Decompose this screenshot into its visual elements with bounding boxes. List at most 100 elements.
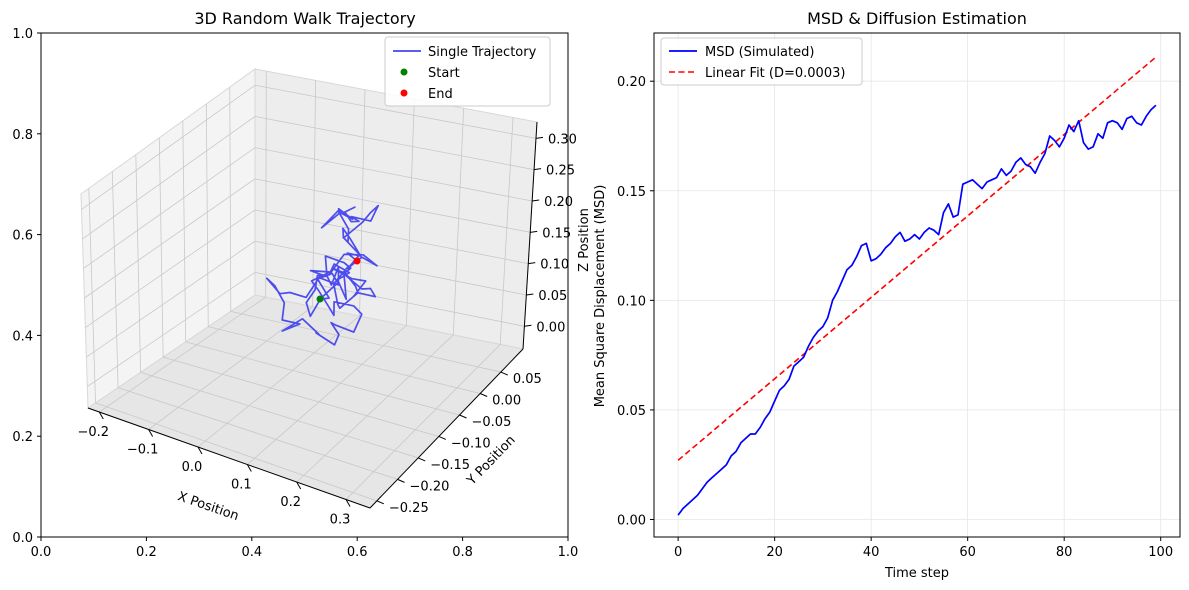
grid-line-3d bbox=[312, 80, 317, 307]
grid-line-3d bbox=[148, 306, 313, 430]
x-axis-3d bbox=[87, 407, 371, 509]
z-axis-3d bbox=[522, 121, 538, 350]
z-tick-label-3d: 0.25 bbox=[546, 164, 575, 179]
grid-line-3d bbox=[296, 334, 454, 483]
grid-line-3d bbox=[83, 147, 256, 269]
end-point bbox=[353, 257, 361, 265]
x-tick-label-3d: 0.1 bbox=[231, 478, 252, 493]
y-tick-3d bbox=[376, 500, 385, 505]
z-tick-3d bbox=[528, 262, 536, 265]
grid-line-3d bbox=[254, 240, 527, 296]
grid-line-3d bbox=[81, 84, 256, 210]
z-tick-label-3d: 0.20 bbox=[544, 195, 573, 210]
z-tick-3d bbox=[526, 293, 534, 296]
x-tick-3d bbox=[148, 429, 154, 437]
grid-line-3d bbox=[182, 120, 187, 342]
grid-line-3d bbox=[254, 209, 529, 265]
grid-line-3d bbox=[254, 178, 531, 233]
z-tick-label-3d: 0.30 bbox=[548, 132, 577, 147]
3d-axis-ticks: −0.2 −0.1 0.0 0.1 0.2 0.3 −0.25 −0.20 −0.15 −0.10… bbox=[77, 132, 576, 527]
x-tick-3d bbox=[98, 411, 104, 420]
grid-line-3d bbox=[86, 240, 256, 358]
left-panel: 3D Random Walk Trajectory 0.0 0.2 0.4 0.6 0.… bbox=[12, 9, 592, 560]
x-axis-label-3d: X Position bbox=[176, 489, 241, 524]
grid-line-3d bbox=[95, 402, 378, 502]
legend-trajectory-label: Single Trajectory bbox=[428, 45, 537, 60]
msd-x-tick-label: 40 bbox=[863, 545, 880, 560]
y-tick-3d bbox=[438, 435, 447, 440]
y-axis-3d bbox=[369, 348, 524, 509]
msd-y-tick-label: 0.10 bbox=[617, 294, 646, 309]
grid-line-3d bbox=[406, 98, 415, 326]
legend-fit-label: Linear Fit (D=0.0003) bbox=[705, 66, 845, 81]
legend-end-swatch bbox=[400, 89, 408, 97]
outer-axes-ticks: 0.0 0.2 0.4 0.6 0.8 1.0 0.0 0.2 0.4 0.6 0.8 1.0 bbox=[12, 27, 578, 560]
z-tick-3d bbox=[530, 230, 538, 233]
legend-end-label: End bbox=[428, 87, 453, 102]
linear-fit-line bbox=[677, 56, 1157, 461]
msd-y-tick-label: 0.00 bbox=[617, 513, 646, 528]
grid-line-3d bbox=[254, 116, 535, 171]
grid-line-3d bbox=[452, 108, 465, 335]
msd-y-tick-label: 0.05 bbox=[617, 404, 646, 419]
grid-line-3d bbox=[229, 87, 232, 312]
grid-line-3d bbox=[82, 116, 256, 240]
x-tick-label-3d: 0.3 bbox=[330, 513, 351, 528]
z-tick-3d bbox=[532, 199, 540, 202]
z-tick-label-3d: 0.15 bbox=[542, 226, 571, 241]
z-tick-label-3d: 0.00 bbox=[536, 320, 565, 335]
grid-line-3d bbox=[254, 147, 533, 202]
grid-line-3d bbox=[135, 154, 142, 373]
grid-line-3d bbox=[111, 171, 119, 388]
legend-start-label: Start bbox=[428, 66, 460, 81]
random-walk-trajectory bbox=[265, 204, 380, 346]
y-tick-label-3d: −0.15 bbox=[430, 458, 470, 473]
outer-y-tick-label: 1.0 bbox=[12, 27, 33, 42]
y-tick-label-3d: 0.00 bbox=[492, 394, 521, 409]
y-tick-label-3d: −0.05 bbox=[472, 415, 512, 430]
y-tick-3d bbox=[479, 393, 488, 397]
z-tick-3d bbox=[535, 136, 544, 139]
y-tick-3d bbox=[459, 414, 467, 419]
msd-x-tick-label: 20 bbox=[766, 545, 783, 560]
grid-line-3d bbox=[247, 325, 407, 465]
x-tick-3d bbox=[345, 499, 351, 507]
outer-x-tick-label: 0.6 bbox=[347, 545, 368, 560]
grid-line-3d bbox=[265, 71, 267, 298]
y-tick-3d bbox=[500, 371, 509, 376]
y-tick-3d bbox=[417, 457, 426, 462]
grid-line-3d bbox=[85, 209, 256, 328]
msd-y-tick-label: 0.15 bbox=[617, 185, 646, 200]
grid-line-3d bbox=[499, 117, 514, 345]
grid-line-3d bbox=[158, 137, 164, 358]
right-legend-frame bbox=[660, 37, 863, 86]
outer-x-tick-label: 0.8 bbox=[452, 545, 473, 560]
legend-msd-label: MSD (Simulated) bbox=[705, 45, 814, 60]
legend-start-swatch bbox=[400, 68, 408, 76]
grid-line-3d bbox=[254, 84, 537, 139]
msd-y-tick-label: 0.20 bbox=[617, 75, 646, 90]
x-tick-3d bbox=[246, 464, 252, 472]
x-tick-label-3d: −0.2 bbox=[77, 425, 109, 440]
msd-x-tick-label: 0 bbox=[674, 545, 682, 560]
grid-line-3d bbox=[197, 315, 360, 448]
x-tick-3d bbox=[197, 446, 203, 455]
msd-axis-ticks: 0 20 40 60 80 100 0.00 0.05 0.10 0.15 0.20 bbox=[617, 75, 1173, 560]
outer-y-tick-label: 0.4 bbox=[12, 329, 33, 344]
msd-x-tick-label: 100 bbox=[1148, 545, 1173, 560]
x-tick-label-3d: −0.1 bbox=[127, 443, 159, 458]
outer-y-tick-label: 0.8 bbox=[12, 128, 33, 143]
msd-x-axis-label: Time step bbox=[884, 566, 949, 581]
left-outer-axes bbox=[40, 32, 569, 538]
left-legend-frame bbox=[384, 36, 551, 107]
grid-line-3d bbox=[117, 387, 398, 480]
x-tick-label-3d: 0.2 bbox=[280, 495, 301, 510]
outer-y-tick-label: 0.0 bbox=[12, 531, 33, 546]
z-tick-label-3d: 0.10 bbox=[540, 258, 569, 273]
outer-x-tick-label: 0.4 bbox=[241, 545, 262, 560]
msd-x-tick-label: 60 bbox=[959, 545, 976, 560]
x-tick-label-3d: 0.0 bbox=[182, 460, 203, 475]
msd-line bbox=[677, 104, 1157, 516]
y-tick-label-3d: −0.20 bbox=[410, 479, 450, 494]
